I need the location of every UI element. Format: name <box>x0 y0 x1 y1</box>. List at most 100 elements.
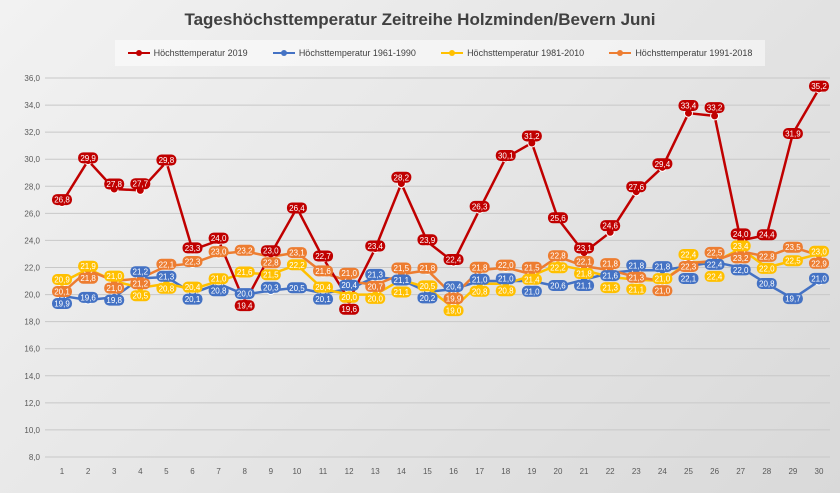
data-label: 21,6 <box>315 267 331 276</box>
data-labels: 26,8 20,9 20,1 19,9 29,9 21,9 21,8 19,6 27,8 21,0… <box>52 80 829 317</box>
data-label-bg <box>547 250 568 262</box>
data-label: 21,5 <box>394 264 410 273</box>
data-label-bg <box>678 260 699 272</box>
data-label-bg <box>286 282 307 294</box>
data-label-bg <box>782 255 803 267</box>
data-label: 22,4 <box>446 256 462 265</box>
data-label-bg <box>756 229 777 241</box>
data-label-bg <box>365 240 386 252</box>
data-label: 29,8 <box>159 156 175 165</box>
x-tick-label: 17 <box>475 467 484 476</box>
data-label: 19,7 <box>785 295 801 304</box>
data-label-bg <box>574 256 595 268</box>
x-tick-label: 15 <box>423 467 432 476</box>
data-label-bg <box>130 266 151 278</box>
data-label-bg <box>52 194 72 206</box>
data-label-bg <box>600 258 621 270</box>
data-label-bg <box>782 127 803 139</box>
y-tick-label: 36,0 <box>24 74 40 83</box>
data-label: 21,0 <box>655 275 671 284</box>
data-label-bg <box>521 130 542 142</box>
data-label: 21,0 <box>498 275 514 284</box>
legend-marker <box>441 50 464 56</box>
data-label: 23,1 <box>576 244 592 253</box>
data-label: 21,1 <box>394 276 410 285</box>
data-label: 22,3 <box>185 257 201 266</box>
x-tick-label: 3 <box>112 467 117 476</box>
data-label: 27,7 <box>133 180 149 189</box>
data-label-bg <box>391 171 412 183</box>
data-label-bg <box>600 270 621 282</box>
data-label-bg <box>547 212 568 224</box>
data-label-bg <box>600 220 621 232</box>
data-label-bg <box>365 280 386 292</box>
data-label: 23,0 <box>263 247 279 256</box>
data-label: 33,4 <box>681 102 697 111</box>
chart-title: Tageshöchsttemperatur Zeitreihe Holzmind… <box>184 10 656 29</box>
data-label: 24,6 <box>602 222 618 231</box>
data-label-bg <box>260 281 281 293</box>
data-label-bg <box>208 246 229 258</box>
data-label: 27,8 <box>106 180 122 189</box>
data-label: 21,2 <box>133 280 149 289</box>
data-label: 19,0 <box>446 307 462 316</box>
data-label-bg <box>417 234 438 246</box>
data-label-bg <box>495 273 516 285</box>
data-label-bg <box>652 285 673 297</box>
data-label-bg <box>626 283 647 295</box>
data-label-bg <box>286 259 307 271</box>
data-label-bg <box>286 247 307 259</box>
data-label-bg <box>339 279 360 291</box>
data-label: 21,5 <box>524 263 540 272</box>
data-label-bg <box>756 277 777 289</box>
data-label-bg <box>130 290 151 302</box>
data-label: 26,4 <box>289 204 305 213</box>
y-tick-label: 28,0 <box>24 182 40 191</box>
data-label: 23,9 <box>420 236 436 245</box>
x-tick-label: 13 <box>371 467 380 476</box>
data-label-bg <box>156 258 177 270</box>
data-label-bg <box>521 273 542 285</box>
x-tick-label: 22 <box>606 467 615 476</box>
legend-label: Höchsttemperatur 1991-2018 <box>635 48 753 58</box>
data-label-bg <box>782 293 803 305</box>
data-label-bg <box>234 266 255 278</box>
data-label-bg <box>469 273 490 285</box>
x-tick-label: 11 <box>319 467 328 476</box>
data-label: 23,5 <box>785 243 801 252</box>
data-label-bg <box>365 292 386 304</box>
y-tick-label: 16,0 <box>24 345 40 354</box>
data-label-bg <box>574 280 595 292</box>
data-label: 23,4 <box>733 242 749 251</box>
data-label: 21,2 <box>133 268 149 277</box>
data-label: 22,8 <box>759 252 775 261</box>
data-label: 21,6 <box>237 268 253 277</box>
data-label-bg <box>495 259 516 271</box>
data-label: 31,9 <box>785 129 801 138</box>
data-label: 21,3 <box>628 273 644 282</box>
data-label: 22,0 <box>733 266 749 275</box>
data-label: 20,7 <box>367 282 383 291</box>
legend-item: Höchsttemperatur 1991-2018 <box>609 48 752 58</box>
data-label: 20,8 <box>472 287 488 296</box>
x-tick-label: 2 <box>86 467 91 476</box>
data-label: 21,0 <box>211 275 227 284</box>
data-label-bg <box>469 200 490 212</box>
data-label: 19,4 <box>237 302 253 311</box>
data-label: 33,2 <box>707 104 723 113</box>
data-label: 22,7 <box>315 252 331 261</box>
x-tick-label: 30 <box>815 467 824 476</box>
data-label: 30,1 <box>498 152 514 161</box>
data-label-bg <box>547 279 568 291</box>
data-label-bg <box>78 152 99 164</box>
y-tick-label: 30,0 <box>24 155 40 164</box>
data-label-bg <box>313 293 334 305</box>
data-label-bg <box>104 178 125 190</box>
data-label-bg <box>469 285 490 297</box>
data-label: 20,1 <box>185 295 201 304</box>
data-label: 22,1 <box>681 274 697 283</box>
data-label: 19,9 <box>446 295 462 304</box>
data-label: 21,8 <box>655 263 671 272</box>
data-label: 19,6 <box>341 305 357 314</box>
data-label-bg <box>391 262 412 274</box>
